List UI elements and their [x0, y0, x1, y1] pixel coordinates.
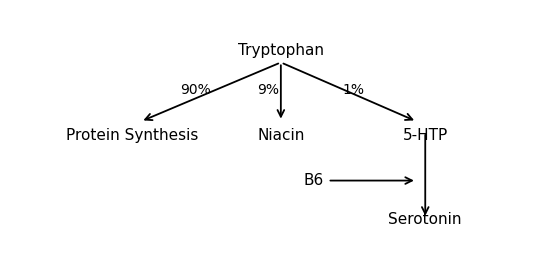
Text: 90%: 90%: [180, 83, 212, 97]
Text: 5-HTP: 5-HTP: [403, 128, 448, 143]
Text: Protein Synthesis: Protein Synthesis: [66, 128, 198, 143]
Text: 1%: 1%: [342, 83, 364, 97]
Text: Tryptophan: Tryptophan: [238, 43, 324, 58]
Text: B6: B6: [303, 173, 323, 188]
Text: Niacin: Niacin: [257, 128, 305, 143]
Text: Serotonin: Serotonin: [389, 212, 462, 227]
Text: 9%: 9%: [257, 83, 279, 97]
